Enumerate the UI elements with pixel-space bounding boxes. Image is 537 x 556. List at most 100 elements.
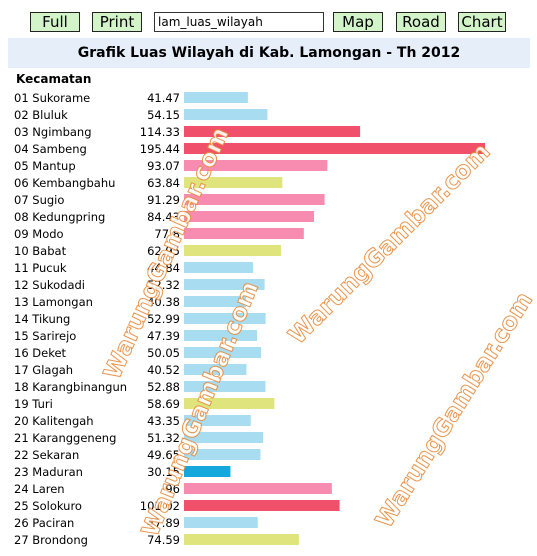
category-label: 08 Kedungpring — [14, 210, 105, 224]
bar-row: 08 Kedungpring 84.43 — [14, 210, 315, 224]
bar — [184, 279, 265, 290]
bar — [184, 432, 264, 443]
bar-row: 04 Sambeng 195.44 — [14, 142, 485, 156]
road-button[interactable]: Road — [396, 12, 446, 32]
value-label: 50.05 — [147, 346, 180, 360]
bar-row: 15 Sarirejo 47.39 — [14, 329, 257, 343]
value-label: 84.43 — [147, 210, 180, 224]
bar-row: 22 Sekaran 49.65 — [14, 448, 261, 462]
category-label: 13 Lamongan — [14, 295, 93, 309]
bar-row: 02 Bluluk 54.15 — [14, 108, 268, 122]
category-label: 09 Modo — [14, 227, 64, 241]
value-label: 41.47 — [147, 91, 180, 105]
bar — [184, 228, 304, 239]
layer-name-field[interactable]: lam_luas_wilayah — [154, 12, 324, 32]
category-label: 03 Ngimbang — [14, 125, 92, 139]
bar — [184, 534, 299, 545]
bar — [184, 483, 332, 494]
bar — [184, 160, 328, 171]
bar — [184, 449, 261, 460]
bar — [184, 143, 485, 154]
bar — [184, 364, 247, 375]
bar-row: 14 Tikung 52.99 — [14, 312, 266, 326]
bar — [184, 330, 257, 341]
category-header: Kecamatan — [16, 72, 92, 86]
category-label: 11 Pucuk — [14, 261, 67, 275]
category-label: 05 Mantup — [14, 159, 76, 173]
bar — [184, 177, 283, 188]
category-label: 07 Sugio — [14, 193, 64, 207]
bar-row: 13 Lamongan 40.38 — [14, 295, 247, 309]
bar-row: 11 Pucuk 44.84 — [14, 261, 254, 275]
bar-row: 16 Deket 50.05 — [14, 346, 262, 360]
bar-row: 17 Glagah 40.52 — [14, 363, 247, 377]
category-label: 10 Babat — [14, 244, 67, 258]
bar-row: 24 Laren 96 — [14, 482, 332, 496]
bar — [184, 466, 231, 477]
category-label: 18 Karangbinangun — [14, 380, 127, 394]
value-label: 44.84 — [147, 261, 180, 275]
value-label: 43.35 — [147, 414, 180, 428]
bar — [184, 262, 254, 273]
value-label: 101.02 — [140, 499, 180, 513]
category-label: 04 Sambeng — [14, 142, 87, 156]
value-label: 52.32 — [147, 278, 180, 292]
bar — [184, 194, 325, 205]
category-label: 27 Brondong — [14, 533, 88, 547]
category-label: 23 Maduran — [14, 465, 83, 479]
bar-row: 21 Karanggeneng 51.32 — [14, 431, 264, 445]
bar-row: 20 Kalitengah 43.35 — [14, 414, 251, 428]
value-label: 40.52 — [147, 363, 180, 377]
bar — [184, 211, 315, 222]
bar — [184, 517, 258, 528]
category-label: 15 Sarirejo — [14, 329, 76, 343]
category-label: 24 Laren — [14, 482, 65, 496]
bar-row: 09 Modo 77.8 — [14, 227, 304, 241]
category-label: 26 Paciran — [14, 516, 74, 530]
bar — [184, 347, 262, 358]
bar — [184, 398, 275, 409]
bar — [184, 381, 266, 392]
value-label: 74.59 — [147, 533, 180, 547]
value-label: 63.84 — [147, 176, 180, 190]
value-label: 96 — [165, 482, 180, 496]
bar-row: 05 Mantup 93.07 — [14, 159, 328, 173]
value-label: 52.99 — [147, 312, 180, 326]
category-label: 17 Glagah — [14, 363, 73, 377]
value-label: 30.15 — [147, 465, 180, 479]
value-label: 40.38 — [147, 295, 180, 309]
category-label: 01 Sukorame — [14, 91, 90, 105]
category-label: 16 Deket — [14, 346, 67, 360]
category-label: 06 Kembangbahu — [14, 176, 115, 190]
value-label: 77.8 — [154, 227, 180, 241]
bar — [184, 415, 251, 426]
value-label: 58.69 — [147, 397, 180, 411]
bar-row: 26 Paciran 47.89 — [14, 516, 258, 530]
bar — [184, 92, 248, 103]
value-label: 51.32 — [147, 431, 180, 445]
value-label: 52.88 — [147, 380, 180, 394]
bar-row: 10 Babat 62.95 — [14, 244, 281, 258]
map-button[interactable]: Map — [333, 12, 383, 32]
value-label: 114.33 — [140, 125, 180, 139]
toolbar: Full Print lam_luas_wilayah Map Road Cha… — [0, 0, 537, 36]
category-label: 19 Turi — [14, 397, 53, 411]
bar — [184, 296, 247, 307]
full-button[interactable]: Full — [30, 12, 80, 32]
bar-row: 06 Kembangbahu 63.84 — [14, 176, 283, 190]
bar-row: 03 Ngimbang 114.33 — [14, 125, 361, 139]
bar — [184, 109, 268, 120]
bar-row: 12 Sukodadi 52.32 — [14, 278, 265, 292]
chart-button[interactable]: Chart — [458, 12, 506, 32]
category-label: 25 Solokuro — [14, 499, 82, 513]
value-label: 49.65 — [147, 448, 180, 462]
bar — [184, 126, 361, 137]
bar — [184, 500, 340, 511]
bar — [184, 313, 266, 324]
value-label: 62.95 — [147, 244, 180, 258]
bar-row: 18 Karangbinangun 52.88 — [14, 380, 266, 394]
category-label: 02 Bluluk — [14, 108, 68, 122]
chart-title: Grafik Luas Wilayah di Kab. Lamongan - T… — [8, 38, 530, 68]
print-button[interactable]: Print — [92, 12, 142, 32]
